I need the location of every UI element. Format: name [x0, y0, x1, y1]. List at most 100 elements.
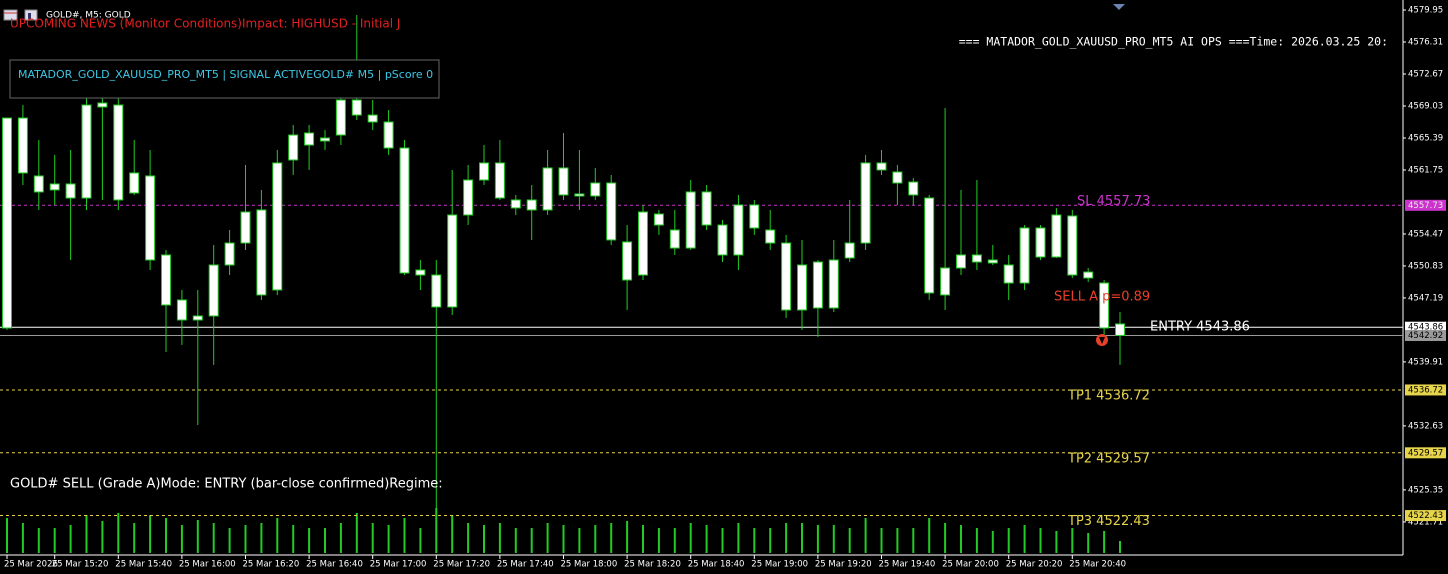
icon-bar [28, 13, 31, 19]
candle-body [17, 117, 28, 174]
candle-body [320, 137, 330, 142]
candle-body [542, 167, 553, 211]
candle-body [812, 261, 823, 309]
x-tick-label: 25 Mar 16:20 [243, 560, 300, 570]
candle-body [49, 183, 60, 191]
sell-arrow [1096, 334, 1108, 346]
y-tick-label: 4539.91 [1408, 357, 1443, 367]
panel-text: MATADOR_GOLD_XAUUSD_PRO_MT5 | SIGNAL ACT… [18, 68, 433, 81]
candle-body [892, 171, 903, 184]
candle-body [1003, 264, 1014, 284]
candle-body [1115, 323, 1125, 336]
panel-box [9, 59, 440, 99]
candle-body [971, 254, 982, 263]
candle-body [240, 211, 251, 244]
candle-body [65, 183, 76, 199]
candle-body [797, 264, 807, 311]
candle-body [574, 193, 585, 197]
y-tick-label: 4561.75 [1408, 165, 1443, 175]
y-tick-label: 4550.83 [1408, 261, 1443, 271]
candle-body [828, 259, 839, 309]
price-tag-label: 4536.72 [1408, 385, 1443, 395]
candle-body [208, 264, 219, 317]
candle-body [844, 242, 855, 259]
x-tick-label: 25 Mar 15:20 [52, 560, 109, 570]
shift-marker [1113, 4, 1125, 10]
x-tick-label: 25 Mar 16:00 [179, 560, 236, 570]
candle-body [749, 204, 760, 229]
candle-body [256, 209, 267, 296]
x-tick-label: 25 Mar 20:00 [942, 560, 999, 570]
candle-body [2, 117, 12, 329]
candle-body [860, 162, 871, 244]
level-label: TP3 4522.43 [1067, 514, 1150, 529]
candle-body [717, 224, 728, 256]
candle-body [638, 211, 648, 276]
chart-title: GOLD#, M5: GOLD [46, 11, 131, 21]
y-tick-label: 4565.39 [1408, 133, 1443, 143]
x-tick-label: 25 Mar 17:00 [370, 560, 427, 570]
y-tick-label: 4572.67 [1408, 70, 1443, 80]
level-label: TP2 4529.57 [1067, 451, 1150, 466]
arrow-icon-inner [1099, 337, 1105, 344]
x-tick-label: 25 Mar 19:00 [751, 560, 808, 570]
price-tag-label: 4522.43 [1408, 511, 1443, 521]
x-tick-label: 25 Mar 16:40 [306, 560, 363, 570]
candle-body [383, 121, 394, 149]
signal-label: SELL A p=0.89 [1054, 290, 1150, 305]
y-tick-label: 4576.31 [1408, 38, 1443, 48]
y-tick-label: 4547.19 [1408, 293, 1443, 303]
price-tag-label: 4542.92 [1408, 331, 1443, 341]
x-tick-label: 25 Mar 20:40 [1069, 560, 1126, 570]
x-tick-label: 25 Mar 19:40 [879, 560, 936, 570]
candle-body [940, 267, 951, 296]
candle-body [272, 162, 283, 291]
candle-body [161, 254, 171, 306]
candle-body [987, 259, 998, 264]
candle-body [685, 191, 696, 249]
status-text: GOLD# SELL (Grade A)Mode: ENTRY (bar-clo… [10, 477, 443, 492]
candle-body [304, 132, 315, 146]
level-label: SL 4557.73 [1077, 194, 1150, 209]
x-tick-label: 25 Mar 18:00 [561, 560, 618, 570]
candle-body [653, 213, 664, 226]
candle-body [606, 182, 617, 241]
candle-body [415, 269, 426, 276]
candle-body [781, 242, 792, 311]
price-tag [1405, 384, 1446, 396]
window-icons [3, 9, 38, 21]
candle-body [97, 102, 108, 108]
candle-body [431, 274, 442, 308]
candle-body [956, 254, 966, 269]
price-tag [1405, 510, 1446, 522]
candle-body [224, 242, 235, 266]
candle-body [335, 99, 346, 136]
x-tick-label: 25 Mar 17:20 [433, 560, 490, 570]
candle-body [510, 199, 521, 209]
x-tick-label: 25 Mar 15:40 [115, 560, 172, 570]
x-tick-label: 25 Mar 17:40 [497, 560, 554, 570]
x-tick-label: 25 Mar 2026 [4, 560, 58, 570]
x-tick-label: 25 Mar 18:40 [688, 560, 745, 570]
candle-body [924, 197, 935, 294]
x-tick-label: 25 Mar 18:20 [624, 560, 681, 570]
price-tag-label: 4529.57 [1408, 448, 1443, 458]
candle-body [558, 167, 569, 196]
price-tag [1405, 321, 1446, 333]
x-tick-label: 25 Mar 19:20 [815, 560, 872, 570]
candle-body [113, 104, 124, 201]
candle-body [288, 134, 299, 161]
candle-body [33, 175, 44, 193]
price-tag [1405, 447, 1446, 459]
candle-body [145, 175, 156, 261]
candle-body [590, 182, 601, 197]
y-tick-label: 4521.71 [1408, 517, 1443, 527]
candle-body [765, 229, 776, 244]
candle-body [463, 179, 474, 216]
candle-body [1051, 214, 1062, 258]
x-tick-label: 25 Mar 20:20 [1006, 560, 1063, 570]
candle-body [351, 99, 362, 116]
candle-body [494, 162, 505, 199]
